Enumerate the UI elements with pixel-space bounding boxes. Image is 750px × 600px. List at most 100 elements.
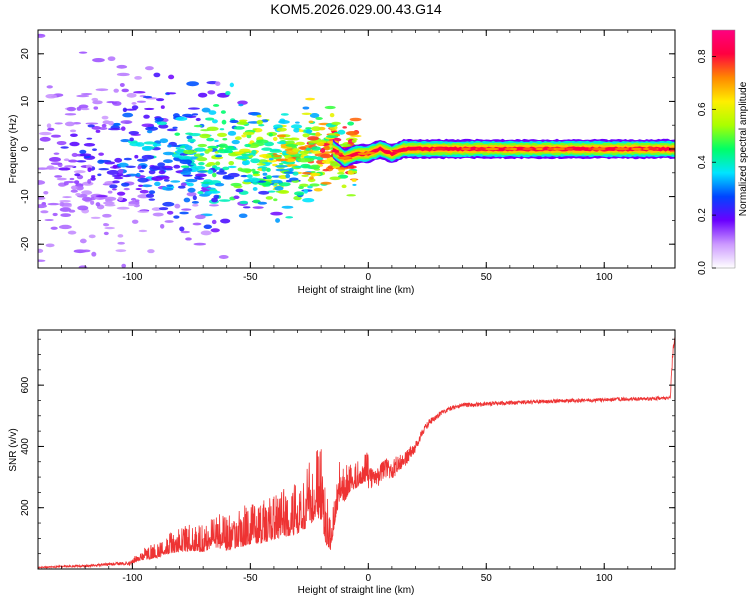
spectrogram-cell — [331, 121, 341, 125]
spectrogram-x-ticks: -100 -50 0 50 100 — [37, 30, 676, 283]
spectrogram-cell — [38, 204, 47, 209]
spectrogram-x-tick-label: -100 — [122, 272, 142, 283]
spectrogram-cell — [137, 165, 142, 170]
spectrogram-cell — [284, 158, 296, 163]
spectrogram-cells — [38, 33, 363, 268]
spectrogram-cell — [152, 212, 164, 217]
spectrogram-cell — [251, 168, 256, 172]
spectrogram-cell — [242, 131, 255, 136]
spectrogram-cell — [279, 137, 285, 140]
spectrogram-hotspot — [416, 147, 425, 151]
spectrogram-cell — [46, 165, 55, 170]
spectrogram-cell — [141, 184, 153, 188]
spectrogram-cell — [98, 168, 110, 171]
spectrogram-cell — [54, 122, 63, 125]
spectrogram-cell — [345, 131, 359, 136]
spectrogram-cell — [194, 214, 206, 220]
spectrogram-cell — [38, 33, 45, 37]
spectrogram-cell — [117, 234, 124, 238]
spectrogram-cell — [309, 183, 320, 187]
spectrogram-cell — [236, 155, 250, 159]
spectrogram-cell — [198, 162, 205, 166]
spectrogram-cell — [104, 226, 116, 230]
spectrogram-cell — [152, 143, 162, 147]
spectrogram-cell — [97, 159, 105, 164]
spectrogram-cell — [199, 133, 211, 139]
spectrogram-cell — [311, 126, 322, 132]
spectrogram-cell — [63, 180, 76, 184]
colorbar-tick-label: 0.6 — [697, 102, 708, 116]
spectrogram-cell — [210, 228, 220, 233]
spectrogram-cell — [54, 175, 63, 178]
spectrogram-cell — [71, 152, 78, 157]
spectrogram-cell — [104, 203, 116, 207]
spectrogram-cell — [108, 120, 114, 126]
spectrogram-cell — [329, 112, 335, 118]
spectrogram-x-tick-label: -50 — [243, 272, 258, 283]
spectrogram-cell — [256, 114, 262, 118]
spectrogram-cell — [70, 189, 78, 193]
spectrogram-cell — [64, 121, 75, 127]
spectrogram-cell — [179, 159, 193, 165]
spectrogram-cell — [46, 85, 53, 89]
spectrogram-cell — [52, 212, 58, 217]
spectrogram-cell — [276, 141, 288, 145]
spectrogram-cell — [175, 147, 181, 150]
spectrogram-cell — [95, 129, 101, 133]
spectrogram-cell — [255, 139, 269, 144]
spectrogram-cell — [228, 161, 235, 166]
spectrogram-cell — [307, 185, 313, 189]
spectrogram-cell — [183, 197, 191, 203]
spectrogram-cell — [46, 123, 52, 129]
spectrogram-cell — [227, 165, 237, 169]
spectrogram-cell — [267, 190, 276, 193]
spectrogram-cell — [180, 230, 190, 234]
spectrogram-cell — [163, 159, 173, 164]
spectrogram-cell — [116, 72, 130, 77]
spectrogram-cell — [201, 107, 211, 113]
spectrogram-cell — [38, 167, 49, 170]
snr-background — [38, 330, 675, 569]
spectrogram-cell — [258, 190, 270, 195]
spectrogram-cell — [39, 136, 51, 142]
spectrogram-cell — [183, 149, 195, 155]
snr-x-tick-label: -100 — [122, 573, 142, 584]
spectrogram-cell — [120, 120, 133, 124]
spectrogram-cell — [148, 198, 156, 201]
spectrogram-cell — [123, 157, 132, 161]
spectrogram-cell — [122, 112, 134, 118]
spectrogram-cell — [177, 185, 186, 189]
spectrogram-cell — [43, 191, 49, 195]
spectrogram-cell — [131, 105, 139, 110]
spectrogram-cell — [125, 165, 136, 168]
spectrogram-cell — [113, 176, 124, 180]
spectrogram-cell — [53, 152, 60, 155]
spectrogram-cell — [157, 162, 166, 167]
spectrogram-cell — [214, 166, 221, 170]
spectrogram-cell — [218, 199, 231, 202]
spectrogram-cell — [215, 161, 221, 166]
spectrogram-cell — [103, 223, 110, 227]
spectrogram-x-tick-label: 50 — [481, 272, 493, 283]
spectrogram-cell — [78, 104, 89, 109]
spectrogram-cell — [207, 169, 214, 175]
spectrogram-cell — [69, 177, 75, 181]
spectrogram-cell — [145, 66, 154, 71]
spectrogram-cell — [115, 249, 127, 253]
spectrogram-cell — [194, 175, 201, 180]
spectrogram-cell — [346, 194, 356, 197]
spectrogram-cell — [180, 171, 192, 176]
spectrogram-cell — [186, 192, 197, 197]
spectrogram-hotspot — [337, 156, 351, 160]
spectrogram-cell — [276, 134, 287, 138]
spectrogram-cell — [168, 74, 175, 80]
spectrogram-cell — [347, 121, 355, 126]
spectrogram-cell — [70, 133, 78, 137]
spectrogram-hotspot — [334, 152, 343, 155]
spectrogram-cell — [148, 190, 156, 195]
spectrogram-cell — [289, 177, 299, 181]
spectrogram-cell — [199, 153, 205, 156]
spectrogram-cell — [261, 119, 269, 123]
spectrogram-cell — [335, 134, 341, 137]
spectrogram-cell — [301, 112, 312, 116]
